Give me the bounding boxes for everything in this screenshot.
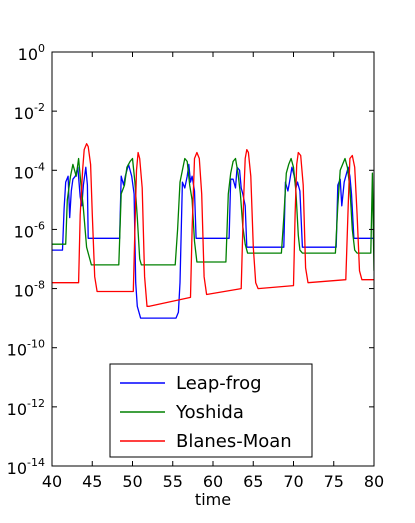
x-tick-label: 65 [243,472,263,491]
y-tick-label: 100 [18,42,45,64]
series-layer [52,143,374,319]
y-tick-label: 10-6 [14,219,45,241]
y-tick-label: 10-12 [7,397,45,419]
x-tick-label: 50 [122,472,142,491]
legend-label: Leap-frog [176,373,262,394]
legend: Leap-frog Yoshida Blanes-Moan [109,363,313,458]
plot-frame [51,51,375,467]
series-line-yoshida [52,157,374,271]
y-tick-label: 10-2 [14,101,45,123]
y-tick-label: 10-8 [14,279,45,301]
x-tick-labels: 40 45 50 55 60 65 70 75 80 [42,472,384,491]
x-tick-label: 45 [82,472,102,491]
x-tick-label: 40 [42,472,62,491]
x-tick-label: 60 [203,472,223,491]
y-tick-labels: 100 10-2 10-4 10-6 10-8 10-10 10-12 10-14 [7,42,45,478]
y-tick-label: 10-10 [7,338,45,360]
y-tick-label: 10-14 [7,456,45,478]
legend-label: Yoshida [175,402,244,423]
x-tick-label: 80 [364,472,384,491]
x-tick-label: 70 [283,472,303,491]
x-tick-label: 75 [324,472,344,491]
series-line-blanes-moan [52,143,374,307]
x-tick-label: 55 [163,472,183,491]
x-axis-label: time [195,490,231,509]
legend-label: Blanes-Moan [176,431,292,452]
y-tick-label: 10-4 [14,160,45,182]
